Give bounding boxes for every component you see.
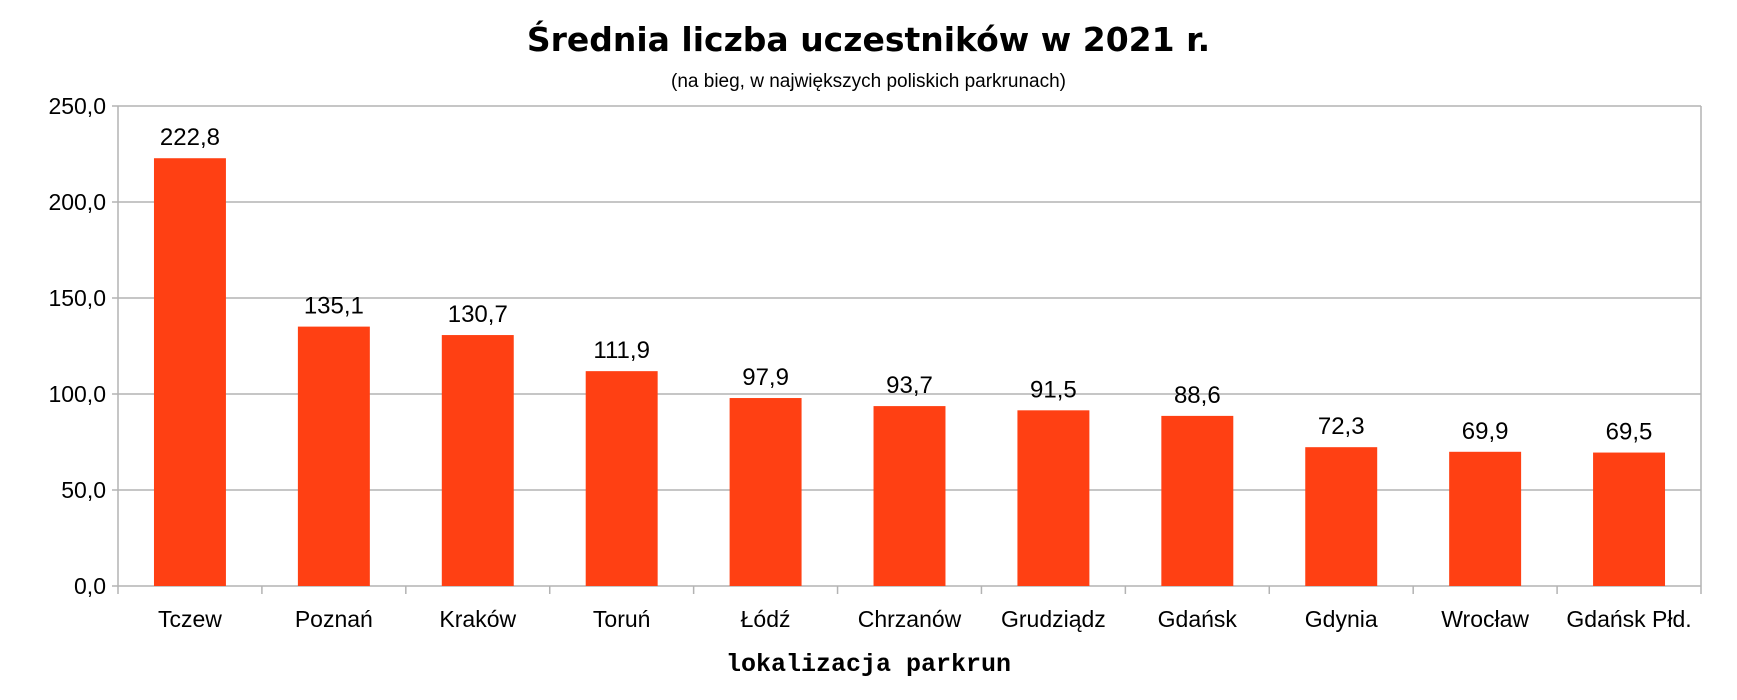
x-tick-label: Wrocław [1441,606,1529,632]
data-label: 88,6 [1174,382,1221,409]
x-tick-label: Kraków [439,606,516,632]
y-axis-ticks: 0,0 50,0 100,0 150,0 200,0 250,0 [48,93,106,599]
y-tick-label: 50,0 [61,477,106,503]
data-label: 91,5 [1030,376,1077,403]
data-label: 222,8 [160,124,220,151]
data-label: 69,5 [1606,419,1653,446]
x-tick-label: Toruń [593,606,651,632]
x-tick-label: Łódź [741,606,791,632]
bar [873,406,946,586]
y-tick-label: 200,0 [48,189,106,215]
x-tick-label: Gdynia [1305,606,1378,632]
bar [1305,447,1378,586]
data-label: 111,9 [593,337,650,364]
chart-subtitle: (na bieg, w największych poliskich parkr… [671,71,1066,92]
data-label: 69,9 [1462,418,1509,445]
data-label: 135,1 [304,293,364,320]
data-labels: 222,8 135,1 130,7 111,9 97,9 93,7 91,5 88,6 72,3… [160,124,1652,445]
bar [153,158,226,586]
bar [297,326,370,586]
bar [1017,410,1090,586]
y-tick-label: 250,0 [48,93,106,119]
data-label: 93,7 [886,372,933,399]
bar [441,335,514,586]
grid-lines [112,105,1702,587]
x-axis-title: lokalizacja parkrun [725,650,1012,679]
data-label: 72,3 [1318,413,1365,440]
bars [153,158,1666,586]
chart-title: Średnia liczba uczestników w 2021 r. [526,20,1211,59]
x-axis-ticks: Tczew Poznań Kraków Toruń Łódź Chrzanów Grudzi… [117,586,1702,632]
x-tick-label: Chrzanów [858,606,962,632]
bar [1161,415,1234,586]
data-label: 97,9 [742,364,789,391]
y-tick-label: 0,0 [74,573,106,599]
data-label: 130,7 [448,301,508,328]
bar [585,371,658,586]
x-tick-label: Tczew [158,606,222,632]
x-tick-label: Poznań [295,606,373,632]
x-tick-label: Gdańsk [1158,606,1238,632]
x-tick-label: Gdańsk Płd. [1566,606,1691,632]
y-tick-label: 150,0 [48,285,106,311]
y-tick-label: 100,0 [48,381,106,407]
x-tick-label: Grudziądz [1001,606,1106,632]
bar [1449,451,1522,586]
bar [1593,452,1666,586]
bar [729,398,802,586]
